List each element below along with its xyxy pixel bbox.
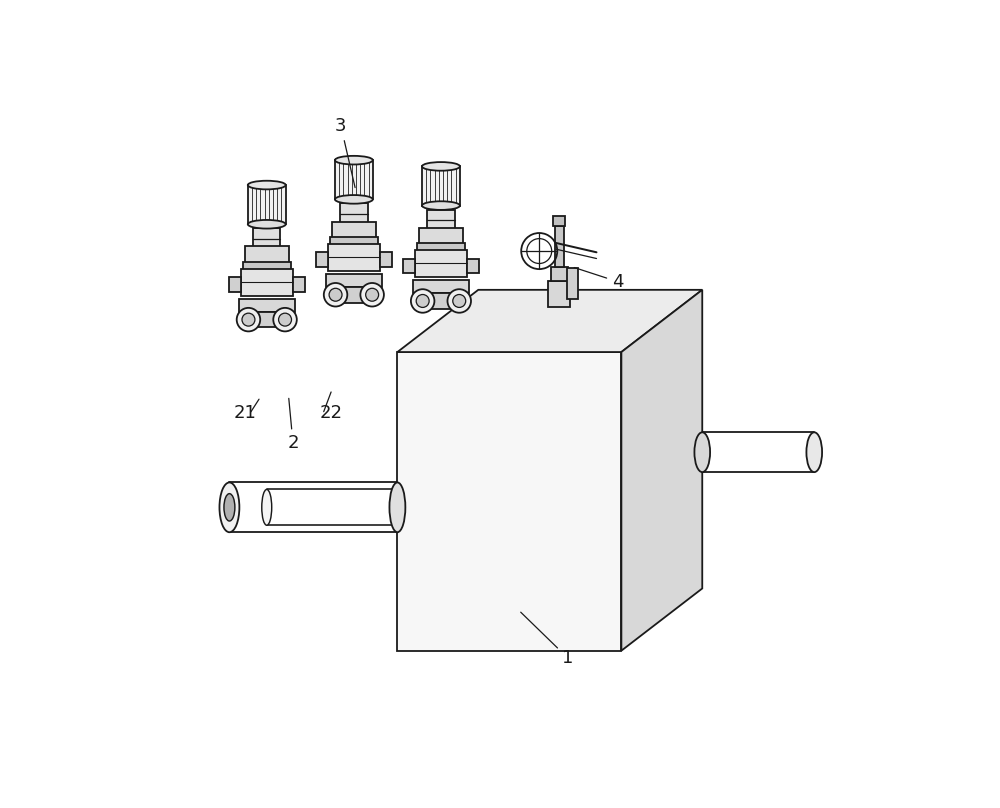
Bar [416,293,465,309]
Bar [316,252,328,267]
Ellipse shape [453,294,466,307]
Bar [242,312,291,327]
Text: 3: 3 [335,117,355,187]
Bar [326,274,382,287]
Text: 4: 4 [574,267,624,291]
Bar [553,217,565,226]
Bar [548,281,570,307]
Bar [329,287,378,302]
Bar [253,228,280,249]
Text: 2: 2 [287,398,299,452]
Bar [467,259,479,273]
Ellipse shape [389,482,405,532]
Bar [403,259,415,273]
Ellipse shape [262,490,272,525]
Bar [422,166,460,205]
Bar [380,252,392,267]
Ellipse shape [422,162,460,170]
Ellipse shape [279,314,292,326]
Ellipse shape [324,283,347,306]
Ellipse shape [248,181,286,189]
Ellipse shape [273,308,297,331]
Ellipse shape [224,494,235,521]
Bar [332,221,376,240]
Ellipse shape [248,220,286,229]
Bar [415,250,467,277]
Ellipse shape [447,289,471,313]
Polygon shape [621,290,702,650]
Bar [254,223,279,229]
Bar [413,280,469,293]
Bar [427,209,455,230]
Bar [330,238,378,246]
Text: 21: 21 [234,404,257,422]
Bar [245,246,289,265]
Ellipse shape [329,288,342,301]
Text: 22: 22 [320,404,343,422]
Ellipse shape [366,288,379,301]
Bar [567,268,578,299]
Ellipse shape [242,314,255,326]
Text: 1: 1 [521,612,574,667]
Bar [241,269,293,296]
Polygon shape [397,352,621,650]
Bar [239,299,295,312]
Ellipse shape [335,195,373,204]
Ellipse shape [694,432,710,472]
Bar [243,262,291,271]
Polygon shape [397,290,702,352]
Bar [328,244,380,271]
Bar [293,277,305,292]
Ellipse shape [806,432,822,472]
Bar [248,185,286,225]
Bar [341,198,366,204]
Ellipse shape [237,308,260,331]
Ellipse shape [335,156,373,165]
Bar [429,204,453,211]
Bar [417,243,465,253]
Bar [551,267,568,281]
Bar [419,228,463,246]
Ellipse shape [360,283,384,306]
Ellipse shape [219,482,239,532]
Ellipse shape [422,201,460,210]
Bar [555,226,564,267]
Bar [335,160,373,200]
Ellipse shape [416,294,429,307]
Bar [229,277,241,292]
Ellipse shape [411,289,434,313]
Bar [340,204,368,224]
